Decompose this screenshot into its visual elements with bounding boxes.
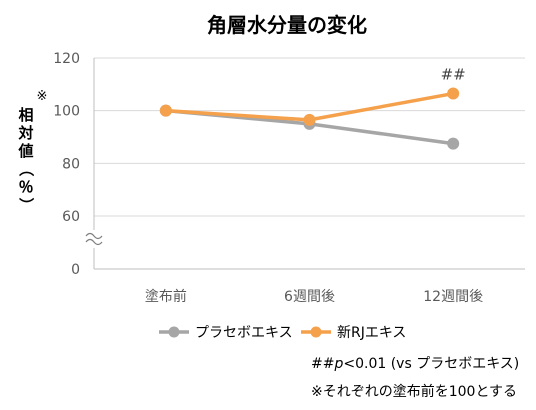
y-tick-label: 80 (62, 156, 80, 172)
y-axis-label-char: （ (17, 161, 35, 176)
significance-note: ##p<0.01 (vs プラセボエキス) (311, 356, 519, 372)
x-tick-label: 塗布前 (145, 288, 187, 305)
y-axis-label-char: 値 (17, 142, 33, 160)
data-point (159, 104, 172, 117)
gridlines (94, 57, 525, 270)
data-point (303, 113, 316, 126)
x-tick-labels: 塗布前 6週間後 12週間後 (145, 288, 483, 305)
data-point (447, 137, 460, 150)
legend-label: プラセボエキス (195, 325, 293, 341)
axes (93, 58, 525, 270)
legend-swatch-marker (168, 326, 180, 338)
y-tick-label: 120 (53, 51, 80, 67)
x-tick-label: 6週間後 (284, 289, 335, 305)
axis-break-icon (85, 232, 103, 246)
legend-label: 新RJエキス (337, 325, 406, 341)
legend-swatch-marker (310, 326, 322, 338)
y-axis-label: ※ 相対値（ ％） (17, 89, 47, 213)
y-tick-label: 60 (62, 209, 80, 225)
significance-rest: <0.01 (vs プラセボエキス) (343, 356, 519, 372)
significance-prefix: ## (311, 356, 334, 372)
baseline-note: ※それぞれの塗布前を100とする (311, 383, 517, 400)
y-tick-labels: 120 100 80 60 0 (53, 51, 80, 278)
legend: プラセボエキス 新RJエキス (159, 325, 406, 341)
significance-p: p (333, 356, 343, 372)
series-layer (159, 87, 460, 150)
annotations: ## (441, 66, 466, 84)
y-axis-label-char: ） (17, 197, 35, 212)
y-tick-label: 0 (71, 262, 80, 278)
y-axis-label-mark: ※ (37, 89, 48, 104)
y-tick-label: 100 (53, 104, 80, 120)
y-axis-label-char: 相 (18, 106, 33, 124)
data-point (447, 87, 460, 100)
chart-title: 角層水分量の変化 (207, 13, 367, 37)
y-axis-label-char: ％ (18, 178, 33, 196)
y-axis-label-char: 対 (17, 124, 33, 142)
x-tick-label: 12週間後 (423, 289, 483, 305)
significance-annotation: ## (441, 66, 466, 84)
